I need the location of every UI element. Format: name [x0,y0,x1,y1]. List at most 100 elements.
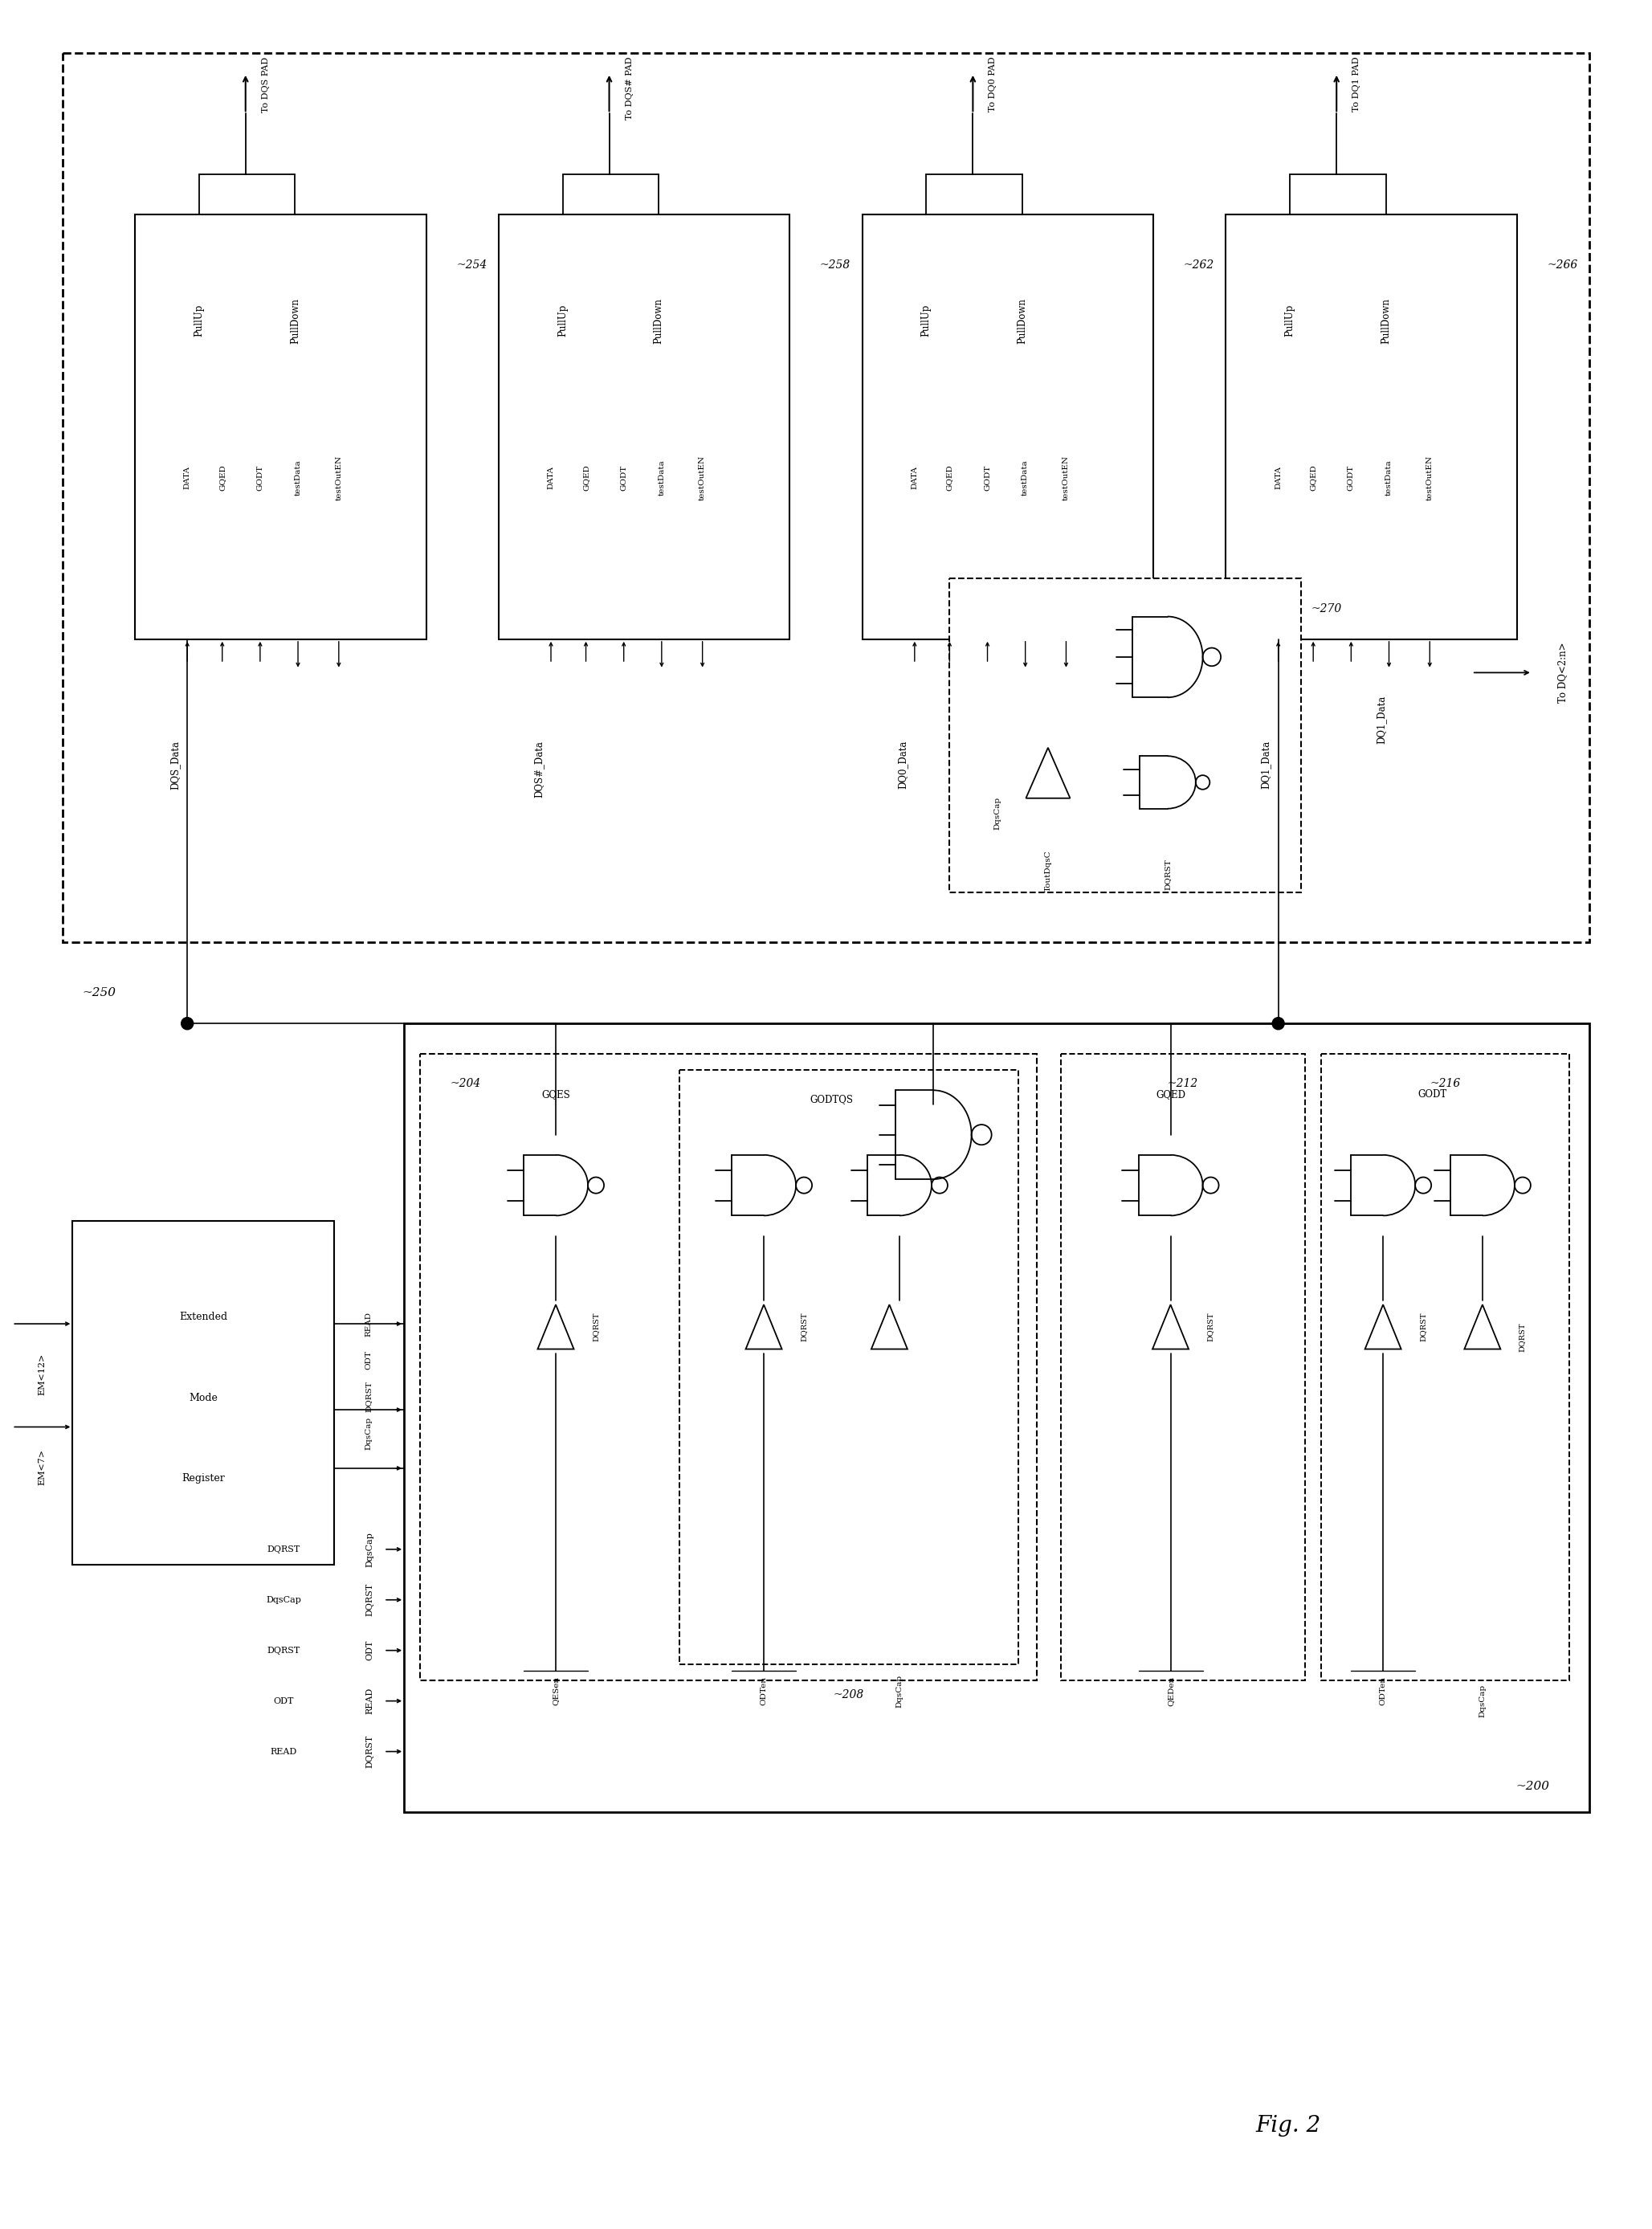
Text: GODT: GODT [1348,466,1355,490]
Text: To DQ1 PAD: To DQ1 PAD [1353,56,1361,111]
Text: DqsCap: DqsCap [995,796,1001,829]
Bar [1226,214,1517,640]
Text: testOutEN: testOutEN [1426,455,1434,502]
Text: ToutDqsC: ToutDqsC [1044,849,1052,892]
Text: testData: testData [1021,459,1029,495]
Circle shape [1272,1016,1284,1030]
Text: EM<7>: EM<7> [38,1449,46,1485]
Text: DqsCap: DqsCap [365,1415,372,1449]
Text: READ: READ [365,1311,372,1335]
Text: READ: READ [271,1748,297,1756]
Text: DQRST: DQRST [1206,1313,1214,1342]
Text: testOutEN: testOutEN [699,455,705,502]
Text: PullDown: PullDown [1018,299,1028,343]
Text: DQ1_Data: DQ1_Data [1376,695,1386,744]
Bar [420,1054,1036,1681]
Text: ODT: ODT [365,1641,373,1661]
Text: ~200: ~200 [1515,1781,1550,1792]
Circle shape [182,1016,193,1030]
Text: DQRST: DQRST [365,1382,372,1413]
Bar [405,1023,1589,1812]
Text: GQED: GQED [1310,464,1317,490]
Text: testData: testData [294,459,302,495]
Text: DQRST: DQRST [268,1545,301,1554]
Text: PullUp: PullUp [557,305,568,337]
Text: PullUp: PullUp [1285,305,1295,337]
Text: PullUp: PullUp [193,305,205,337]
Text: Register: Register [182,1473,225,1485]
Text: GODT: GODT [256,466,264,490]
Text: ODTen: ODTen [1379,1676,1386,1705]
Text: ~216: ~216 [1431,1079,1460,1090]
Text: ~212: ~212 [1168,1079,1198,1090]
Text: DATA: DATA [183,466,192,490]
Bar [63,53,1589,943]
Text: To DQS PAD: To DQS PAD [261,56,269,111]
Text: DqsCap: DqsCap [365,1531,373,1567]
Text: GODT: GODT [1417,1090,1447,1099]
Text: DQ1_Data: DQ1_Data [1260,740,1272,789]
Bar [73,1221,334,1565]
Text: GQED: GQED [218,464,226,490]
Text: DqsCap: DqsCap [266,1596,301,1605]
Text: ~208: ~208 [833,1690,864,1701]
Text: DQRST: DQRST [591,1313,600,1342]
Text: DQRST: DQRST [268,1647,301,1654]
Bar [1061,1054,1305,1681]
Text: ODT: ODT [365,1351,372,1371]
Text: DQRST: DQRST [1419,1313,1426,1342]
Text: testData: testData [1386,459,1393,495]
Text: DQRST: DQRST [800,1313,808,1342]
Text: GODT: GODT [620,466,628,490]
Text: ~258: ~258 [819,259,851,270]
Text: PullDown: PullDown [1381,299,1391,343]
Text: GQED: GQED [1156,1090,1186,1099]
Text: To DQ0 PAD: To DQ0 PAD [990,56,996,111]
Text: testOutEN: testOutEN [335,455,342,502]
Text: ~254: ~254 [456,259,487,270]
Text: Extended: Extended [178,1311,228,1322]
Text: DATA: DATA [1275,466,1282,490]
Text: READ: READ [365,1687,373,1714]
Text: DQRST: DQRST [365,1734,373,1768]
Text: GQED: GQED [582,464,590,490]
Text: DQRST: DQRST [1518,1322,1526,1351]
Text: ~204: ~204 [451,1079,481,1090]
Text: ~270: ~270 [1312,604,1341,615]
Text: DQRST: DQRST [1165,858,1171,889]
Text: PullDown: PullDown [289,299,301,343]
Text: PullDown: PullDown [654,299,664,343]
Text: Fig. 2: Fig. 2 [1256,2115,1320,2138]
Text: GQED: GQED [947,464,953,490]
Text: DQRST: DQRST [365,1583,373,1616]
Text: GODT: GODT [985,466,991,490]
Text: DATA: DATA [547,466,555,490]
Text: testData: testData [657,459,666,495]
Text: To DQS# PAD: To DQS# PAD [624,56,633,120]
Text: ODT: ODT [273,1696,294,1705]
Text: DqsCap: DqsCap [895,1674,904,1707]
Text: DQS#_Data: DQS#_Data [534,740,544,798]
Bar [950,580,1302,892]
Text: ODTen: ODTen [760,1676,768,1705]
Bar [135,214,426,640]
Text: EM<12>: EM<12> [38,1353,46,1395]
Bar [679,1070,1018,1665]
Text: To DQ<2:n>: To DQ<2:n> [1558,642,1568,702]
Text: QESen: QESen [552,1676,560,1705]
Text: PullUp: PullUp [922,305,932,337]
Text: GQES: GQES [542,1090,570,1099]
Text: DATA: DATA [910,466,919,490]
Text: testOutEN: testOutEN [1062,455,1070,502]
Text: QEDen: QEDen [1166,1676,1175,1705]
Bar [1322,1054,1569,1681]
Text: Mode: Mode [188,1393,218,1402]
Text: DqsCap: DqsCap [1479,1685,1487,1719]
Bar [499,214,790,640]
Text: DQS_Data: DQS_Data [170,740,180,789]
Text: GODTQS: GODTQS [809,1094,854,1106]
Text: ~250: ~250 [83,987,116,999]
Text: ~266: ~266 [1548,259,1578,270]
Text: ~262: ~262 [1183,259,1214,270]
Bar [862,214,1153,640]
